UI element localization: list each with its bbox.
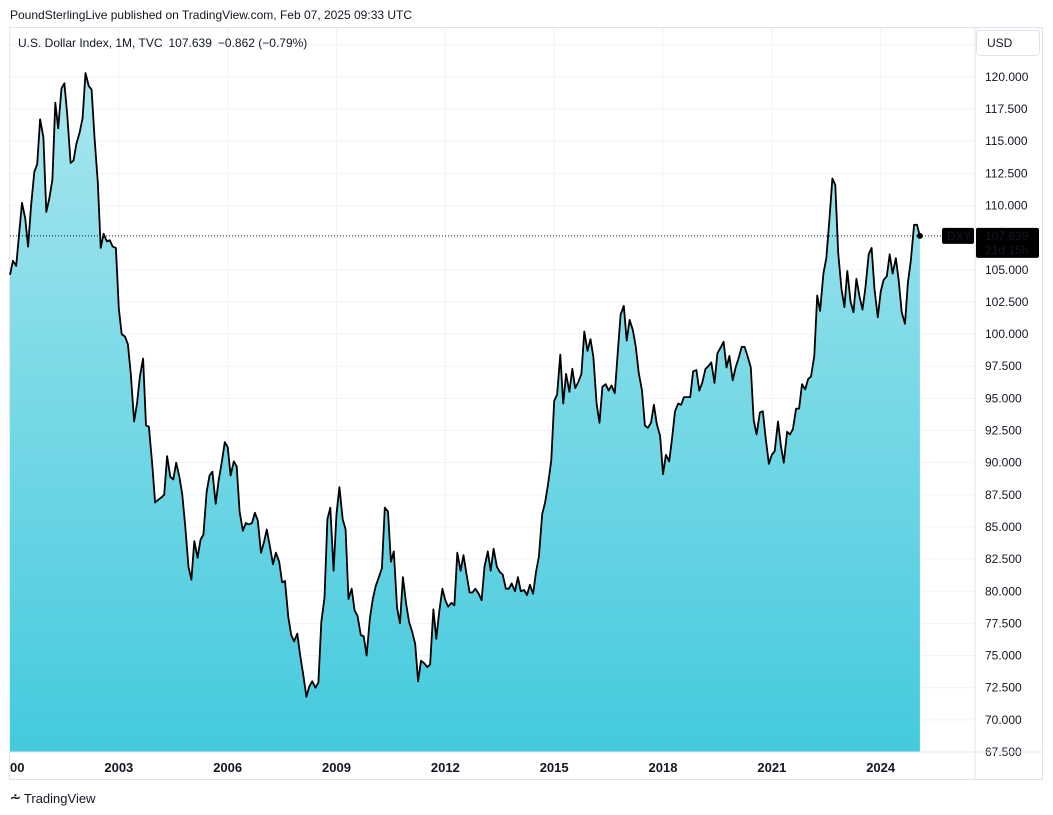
tradingview-logo[interactable]: ⩪ TradingView <box>10 790 95 806</box>
x-tick-label: 2018 <box>649 760 678 775</box>
last-price-dot <box>916 232 923 239</box>
x-tick-label: 2015 <box>540 760 569 775</box>
x-tick-label: 2024 <box>866 760 896 775</box>
tradingview-logo-icon: ⩪ <box>10 790 21 805</box>
symbol-tag-text: DXY <box>947 229 972 243</box>
y-tick-label: 85.000 <box>985 520 1022 534</box>
legend-change: −0.862 (−0.79%) <box>217 36 308 50</box>
y-tick-label: 92.500 <box>985 424 1022 438</box>
currency-button[interactable]: USD <box>976 30 1040 56</box>
x-tick-label: 2012 <box>431 760 460 775</box>
y-tick-label: 80.000 <box>985 584 1022 598</box>
x-tick-label: 2006 <box>213 760 242 775</box>
publisher-line: PoundSterlingLive published on TradingVi… <box>10 8 413 22</box>
y-tick-label: 82.500 <box>985 552 1022 566</box>
tradingview-logo-text: TradingView <box>23 790 96 806</box>
y-tick-label: 95.000 <box>985 391 1022 405</box>
y-tick-label: 115.000 <box>985 134 1028 148</box>
price-tag: DXY 107.639 21d 15h <box>942 227 1039 258</box>
value-tag-text: 107.639 <box>985 229 1029 243</box>
series-line <box>9 72 921 698</box>
y-tick-label: 75.000 <box>985 649 1022 663</box>
legend-symbol: U.S. Dollar Index, 1M, TVC <box>18 36 163 50</box>
x-axis[interactable]: 00 2003 2006 2009 2012 2015 2018 2021 2024 <box>10 751 1042 775</box>
x-tick-label: 00 <box>10 760 24 775</box>
y-tick-label: 105.000 <box>985 263 1029 277</box>
y-tick-label: 70.000 <box>985 713 1022 727</box>
countdown-tag-text: 21d 15h <box>985 243 1028 257</box>
x-tick-label: 2003 <box>104 760 133 775</box>
y-tick-label: 112.500 <box>985 166 1028 180</box>
x-tick-label: 2021 <box>757 760 786 775</box>
y-tick-label: 97.500 <box>985 359 1022 373</box>
y-tick-label: 102.500 <box>985 295 1029 309</box>
y-tick-label: 77.500 <box>985 616 1022 630</box>
y-tick-label: 110.000 <box>985 198 1028 212</box>
symbol-tag-box <box>942 227 974 244</box>
chart-legend[interactable]: U.S. Dollar Index, 1M, TVC 107.639 −0.862 … <box>18 36 307 50</box>
y-tick-label: 120.000 <box>985 70 1029 84</box>
y-tick-label: 90.000 <box>985 456 1022 470</box>
y-tick-label: 100.000 <box>985 327 1029 341</box>
y-axis[interactable]: 122.500120.000117.500115.000112.500110.0… <box>974 28 1029 779</box>
legend-last-value: 107.639 <box>168 36 212 50</box>
value-tag-box <box>976 227 1039 258</box>
y-tick-label: 117.500 <box>985 102 1028 116</box>
y-tick-label: 87.500 <box>985 488 1022 502</box>
y-tick-label: 72.500 <box>985 681 1022 695</box>
x-tick-label: 2009 <box>322 760 351 775</box>
series-area <box>10 73 920 752</box>
